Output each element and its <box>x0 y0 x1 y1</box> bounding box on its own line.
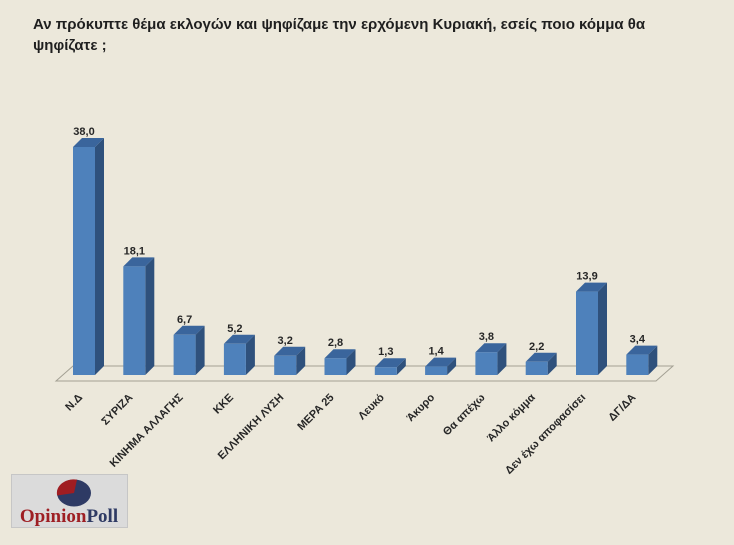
bar-top-face <box>223 334 255 344</box>
bar-top-face <box>173 325 205 335</box>
chart-bar: 3,4 ΔΓ/ΔΑ <box>606 334 658 424</box>
bar-value-label: 2,2 <box>529 341 544 353</box>
bar-top-face <box>525 352 557 362</box>
bar-value-label: 13,9 <box>576 271 597 283</box>
bar-side-face <box>95 138 104 375</box>
category-label: ΚΚΕ <box>211 392 236 417</box>
bar-front-face <box>274 355 297 375</box>
bar-value-label: 5,2 <box>227 323 242 335</box>
bar-side-face <box>396 358 406 375</box>
bar-front-face <box>525 361 548 375</box>
chart-bar: 1,4 Άκυρο <box>405 346 457 424</box>
category-label: Άκυρο <box>405 391 438 424</box>
chart-bar: 38,0 Ν.Δ <box>63 126 104 413</box>
bar-value-label: 3,8 <box>479 331 494 343</box>
bar-top-face <box>274 346 306 356</box>
bar-side-face <box>648 345 658 375</box>
bar-top-face <box>374 358 406 368</box>
logo-wordmark: OpinionPoll <box>20 506 118 527</box>
bar-side-face <box>296 346 306 375</box>
page-title: Αν πρόκυπτε θέμα εκλογών και ψηφίζαμε τη… <box>33 16 646 54</box>
bar-front-face <box>576 291 598 375</box>
category-label: Λευκό <box>356 391 387 422</box>
category-label: Άλλο κόμμα <box>485 391 538 444</box>
pie-icon <box>56 479 91 507</box>
bar-top-face <box>123 257 155 267</box>
bar-front-face <box>475 352 498 375</box>
bar-front-face <box>123 266 146 375</box>
category-label: ΔΓ/ΔΑ <box>606 392 638 424</box>
bar-value-label: 1,4 <box>428 346 444 358</box>
bar-front-face <box>173 334 196 375</box>
bar-value-label: 18,1 <box>124 245 145 257</box>
bar-side-face <box>547 352 557 375</box>
bar-top-face <box>626 345 658 355</box>
bar-top-face <box>475 343 507 353</box>
chart-bar: 5,2 ΚΚΕ <box>211 323 255 417</box>
chart-bar: 18,1 ΣΥΡΙΖΑ <box>99 245 155 428</box>
bar-side-face <box>346 349 356 375</box>
opinionpoll-logo: OpinionPoll <box>11 474 128 528</box>
chart-floor <box>54 365 675 382</box>
bar-value-label: 38,0 <box>73 126 94 138</box>
bar-side-face <box>245 334 255 375</box>
bar-front-face <box>223 343 246 375</box>
bar-top-face <box>576 282 607 292</box>
chart-bar: 3,8 Θα απέχω <box>441 331 507 439</box>
category-label: Θα απέχω <box>441 392 488 439</box>
chart-bar: 1,3 Λευκό <box>356 346 406 422</box>
bar-front-face <box>626 354 649 375</box>
bar-top-face <box>425 357 457 367</box>
opinionpoll-logo-graphic: OpinionPoll <box>20 479 118 527</box>
category-label: Ν.Δ <box>63 392 85 414</box>
bar-side-face <box>447 357 457 375</box>
bar-side-face <box>497 343 507 375</box>
bar-top-face <box>73 138 104 147</box>
bar-front-face <box>324 358 347 375</box>
bar-front-face <box>374 367 397 375</box>
bar-value-label: 3,4 <box>630 334 646 346</box>
bar-side-face <box>598 282 607 375</box>
logo-text-opinion: Opinion <box>20 506 87 527</box>
bar-front-face <box>73 147 95 375</box>
bar-value-label: 2,8 <box>328 337 343 349</box>
category-label: ΜΕΡΑ 25 <box>295 392 336 433</box>
bar-value-label: 6,7 <box>177 314 192 326</box>
bar-side-face <box>145 257 155 375</box>
bar-front-face <box>425 366 448 375</box>
bar-value-label: 1,3 <box>378 346 393 358</box>
logo-text-poll: Poll <box>86 506 118 527</box>
bar-value-label: 3,2 <box>278 335 293 347</box>
category-label: ΣΥΡΙΖΑ <box>99 392 135 428</box>
bar-side-face <box>195 325 205 375</box>
bar-top-face <box>324 349 356 359</box>
